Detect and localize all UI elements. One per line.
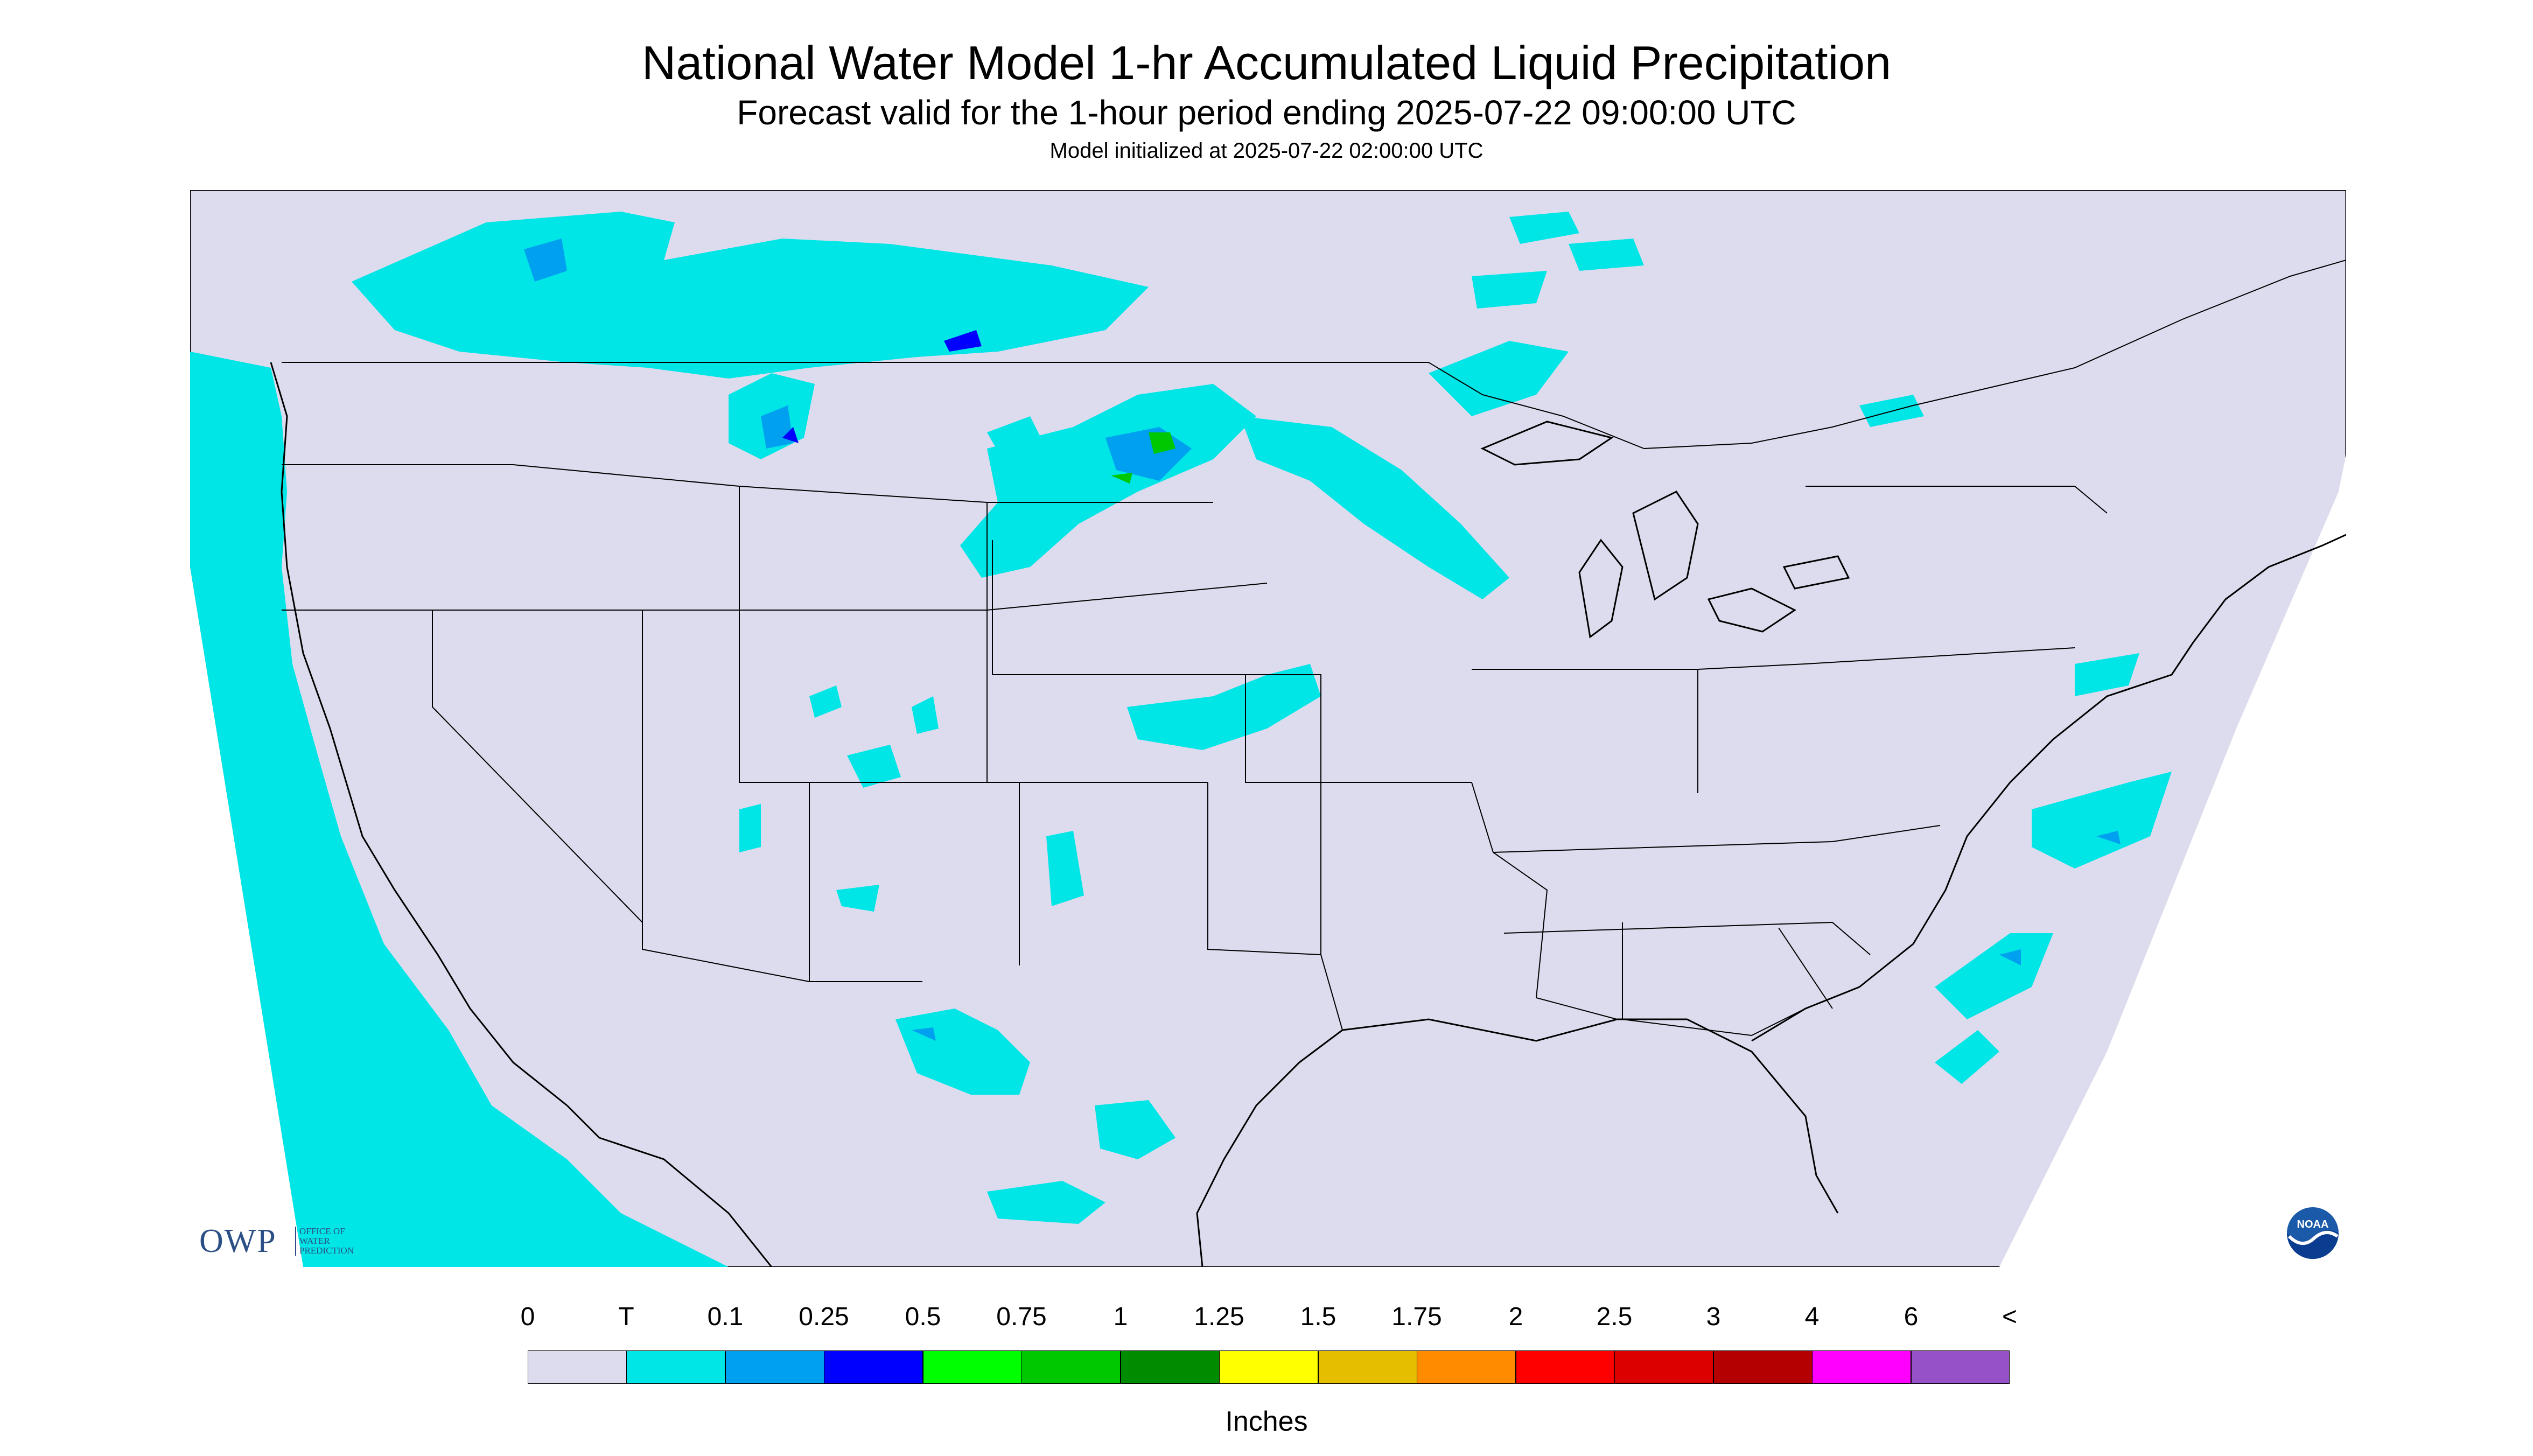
- dakota-storm-peak: [1111, 432, 1175, 484]
- legend-swatch-7: [1219, 1350, 1318, 1384]
- outside-domain-east: [1999, 454, 2346, 1267]
- legend-swatch-4: [923, 1350, 1022, 1384]
- legend-label-1-5: 1.5: [1300, 1303, 1337, 1331]
- atlantic-heavier-cells: [1999, 831, 2121, 965]
- legend-label-2: 2: [1508, 1303, 1523, 1331]
- legend-label-0-75: 0.75: [996, 1303, 1047, 1331]
- legend-swatch-9: [1417, 1350, 1516, 1384]
- owp-logo: OWP OFFICE OF WATER PREDICTION: [199, 1222, 354, 1261]
- legend-label-overflow: <: [2002, 1303, 2018, 1331]
- noaa-logo-text: NOAA: [2297, 1219, 2329, 1230]
- legend-swatch-12: [1713, 1350, 1813, 1384]
- legend-label-1-25: 1.25: [1194, 1303, 1244, 1331]
- political-boundaries: [282, 260, 2346, 1037]
- legend-label-2-5: 2.5: [1596, 1303, 1633, 1331]
- pacific-precip-area: [190, 352, 729, 1267]
- atlantic-precip-cells: [1472, 212, 2172, 1084]
- legend-swatch-3: [824, 1350, 923, 1384]
- legend-label-0-25: 0.25: [799, 1303, 849, 1331]
- noaa-logo-icon: NOAA: [2287, 1207, 2339, 1259]
- legend-label-0-5: 0.5: [905, 1303, 941, 1331]
- dakota-precip-cluster: [960, 341, 1569, 599]
- southwest-heavier-cells: [912, 1027, 936, 1041]
- forecast-valid-subtitle: Forecast valid for the 1-hour period end…: [737, 93, 1796, 132]
- coastlines: [270, 362, 2346, 1267]
- legend-label-1-75: 1.75: [1391, 1303, 1442, 1331]
- legend-swatch-13: [1812, 1350, 1911, 1384]
- legend-swatch-5: [1021, 1350, 1121, 1384]
- model-init-line: Model initialized at 2025-07-22 02:00:00…: [1049, 139, 1484, 163]
- southwest-precip-cells: [739, 745, 1175, 1224]
- central-plains-precip: [809, 664, 1321, 750]
- legend-label-1: 1: [1113, 1303, 1128, 1331]
- legend-label-t: T: [618, 1303, 634, 1331]
- legend-color-bar: [528, 1350, 2010, 1385]
- page-title: National Water Model 1-hr Accumulated Li…: [641, 36, 1892, 89]
- map-background: [190, 190, 2346, 1267]
- legend-swatch-14: [1911, 1350, 2010, 1384]
- legend-label-0: 0: [520, 1303, 535, 1331]
- legend-swatch-11: [1614, 1350, 1713, 1384]
- legend-label-3: 3: [1706, 1303, 1721, 1331]
- owp-logo-text: OFFICE OF WATER PREDICTION: [295, 1227, 354, 1256]
- precipitation-map: [190, 190, 2346, 1267]
- legend-units-label: Inches: [1225, 1406, 1308, 1437]
- legend-label-6: 6: [1904, 1303, 1919, 1331]
- legend-labels: 0 T 0.1 0.25 0.5 0.75 1 1.25 1.5 1.75 2 …: [0, 1302, 2533, 1340]
- legend-swatch-0: [528, 1350, 627, 1384]
- legend-label-0-1: 0.1: [707, 1303, 744, 1331]
- legend-swatch-6: [1121, 1350, 1220, 1384]
- legend-swatch-8: [1318, 1350, 1417, 1384]
- legend-label-4: 4: [1804, 1303, 1820, 1331]
- legend-swatch-1: [626, 1350, 725, 1384]
- owp-logo-letters: OWP: [199, 1223, 277, 1259]
- northern-intense-cells: [782, 330, 982, 443]
- legend-swatch-2: [725, 1350, 824, 1384]
- legend-swatch-10: [1516, 1350, 1615, 1384]
